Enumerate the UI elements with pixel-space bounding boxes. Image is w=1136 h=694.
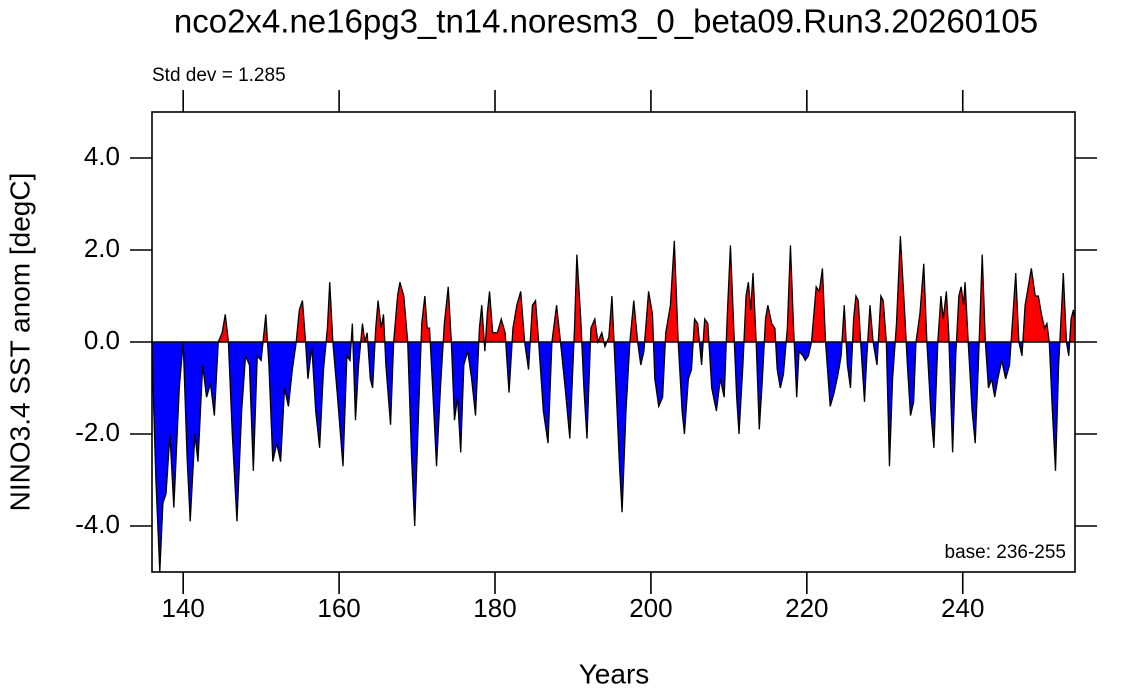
y-tick-label: 2.0 bbox=[84, 233, 120, 263]
positive-area bbox=[152, 236, 1075, 342]
x-tick-label: 200 bbox=[629, 593, 672, 623]
chart-title: nco2x4.ne16pg3_tn14.noresm3_0_beta09.Run… bbox=[174, 3, 1038, 40]
std-dev-annotation: Std dev = 1.285 bbox=[152, 65, 286, 86]
y-tick-label: 4.0 bbox=[84, 141, 120, 171]
y-tick-label: 0.0 bbox=[84, 325, 120, 355]
y-axis-label: NINO3.4 SST anom [degC] bbox=[4, 173, 35, 512]
x-tick-label: 140 bbox=[161, 593, 204, 623]
negative-area bbox=[152, 342, 1075, 572]
series-line bbox=[152, 236, 1075, 572]
x-tick-label: 240 bbox=[941, 593, 984, 623]
y-tick-label: -2.0 bbox=[75, 417, 120, 447]
x-axis-label: Years bbox=[579, 658, 650, 689]
base-annotation: base: 236-255 bbox=[945, 542, 1067, 563]
x-tick-label: 180 bbox=[473, 593, 516, 623]
y-tick-label: -4.0 bbox=[75, 509, 120, 539]
x-tick-label: 220 bbox=[785, 593, 828, 623]
x-tick-label: 160 bbox=[317, 593, 360, 623]
